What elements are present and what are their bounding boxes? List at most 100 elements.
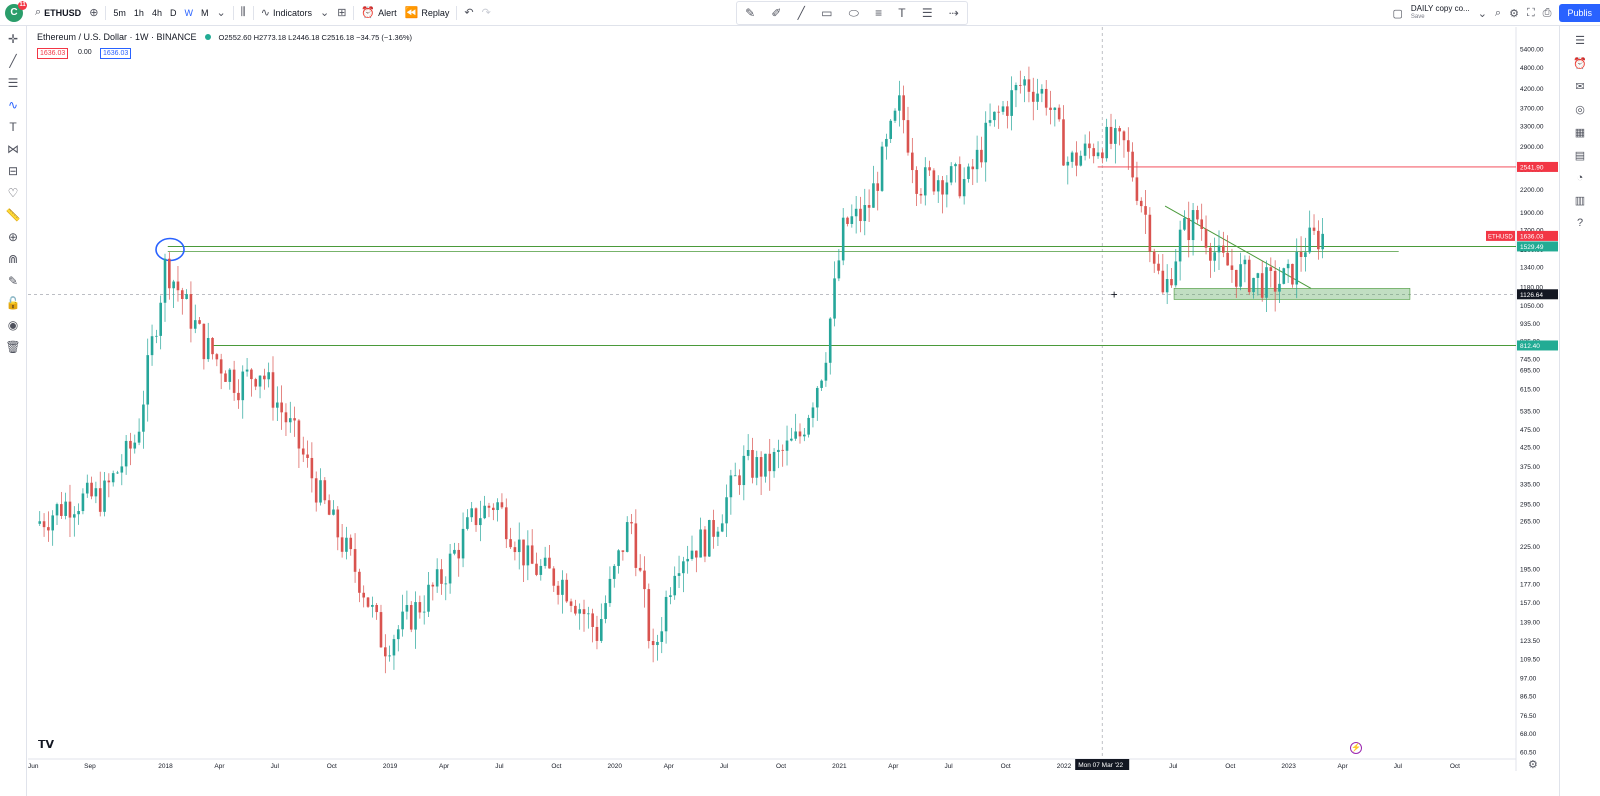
interval-w[interactable]: W [180,2,197,24]
candle-body [340,537,344,552]
candle-body [137,431,141,443]
indicators-button[interactable]: ∿ Indicators [257,2,316,24]
trash-icon[interactable]: 🗑 [5,340,21,354]
trend-line-icon[interactable]: ╱ [9,54,17,68]
chart-type-button[interactable]: ⫼ [237,2,250,24]
gear-icon[interactable]: ⚙ [1509,7,1519,20]
rectangle-icon[interactable]: ▭ [821,6,833,20]
candle-body [880,146,884,191]
buy-button[interactable]: 1636.03 [100,48,132,59]
user-avatar[interactable]: C 11 [5,0,27,22]
layout-grid-button[interactable]: ⊞ [333,2,350,24]
candle-body [906,120,910,153]
candle-body [733,475,737,477]
interval-5m[interactable]: 5m [109,2,130,24]
candle-body [258,375,262,387]
interval-d[interactable]: D [166,2,181,24]
notifications-icon[interactable]: ◔ [1576,172,1584,184]
ellipse-icon[interactable]: ⬭ [848,5,859,20]
candle-body [444,583,448,585]
candle-body [677,573,681,576]
news-icon[interactable]: ▤ [1574,150,1586,162]
candle-body [280,402,283,413]
chevron-down-icon[interactable]: ⌄ [1477,7,1487,20]
candle-body [522,539,525,566]
descending-trendline[interactable] [1164,205,1312,289]
ruler-icon[interactable]: 📏 [5,208,21,222]
brush-icon[interactable]: ✎ [745,6,756,20]
calendar-icon[interactable]: ▦ [1574,127,1586,139]
candle-body [198,320,201,324]
candle-body [565,579,569,602]
data-window-icon[interactable]: ▥ [1574,195,1586,207]
replay-button[interactable]: ⏪ Replay [401,2,454,24]
text-icon[interactable]: T [898,6,906,20]
pattern-icon[interactable]: ∿ [7,98,19,112]
candle-body [656,641,659,646]
fullscreen-icon[interactable]: ⛶ [1526,6,1535,19]
highlight-ellipse[interactable] [155,237,185,262]
interval-m[interactable]: M [197,2,213,24]
candle-body [1001,106,1005,112]
chart-legend: Ethereum / U.S. Dollar · 1W · BINANCE O2… [37,32,412,42]
sell-button[interactable]: 1636.03 [37,48,69,59]
watchlist-icon[interactable]: ☰ [1575,35,1585,47]
undo-button[interactable]: ↶ [460,2,477,24]
lightning-icon[interactable]: ⚡ [1350,742,1362,754]
price-axis[interactable] [1516,27,1559,771]
candle-body [928,167,931,171]
chat-icon[interactable]: ✉ [1575,81,1585,93]
templates-button[interactable]: ⌄ [316,2,333,24]
axis-settings-icon[interactable]: ⚙ [1528,759,1538,771]
pen-icon[interactable]: ✐ [771,6,782,20]
candle-body [1230,265,1234,270]
horizontal-ray-icon[interactable]: ⇢ [948,6,959,20]
layout-name[interactable]: DAILY copy co... Save [1411,5,1470,21]
eye-icon[interactable]: ◉ [7,318,19,332]
interval-4h[interactable]: 4h [148,2,166,24]
candle-body [651,641,655,646]
candle-body [703,529,707,557]
measure-icon[interactable]: ⊟ [7,164,19,178]
projection-icon[interactable]: ⋈ [7,142,19,156]
candle-body [1226,252,1229,266]
interval-1h[interactable]: 1h [130,2,148,24]
redo-button[interactable]: ↷ [478,2,495,24]
crosshair-icon[interactable]: ✛ [7,32,19,46]
text-tool-icon[interactable]: T [9,120,17,134]
support-zone-rect[interactable] [1173,288,1411,300]
lock-icon[interactable]: 🔓 [5,296,21,310]
pencil-lock-icon[interactable]: ✎ [7,274,19,288]
candle-body [388,655,391,657]
layout-square-icon[interactable]: ▢ [1392,7,1403,20]
compare-button[interactable]: ⊕ [85,2,102,24]
alerts-icon[interactable]: ⏰ [1573,58,1587,70]
search-icon[interactable]: ⌕ [1494,6,1502,19]
parallel-channel-icon[interactable]: ≡ [875,6,883,20]
camera-icon[interactable]: ⎙ [1542,6,1552,19]
fib-icon[interactable]: ☰ [921,6,933,20]
symbol-search[interactable]: ⌕ ETHUSD [31,2,85,24]
help-icon[interactable]: ? [1576,217,1584,229]
candle-body [1161,270,1165,293]
publish-button[interactable]: Publis [1559,4,1600,22]
candle-body [293,418,296,421]
candle-body [1239,264,1242,287]
price-tick-label: 935.00 [1520,321,1540,328]
magnet-icon[interactable]: ⋒ [7,252,19,266]
candle-body [38,521,42,524]
candle-body [539,565,543,575]
ideas-icon[interactable]: ◎ [1575,104,1585,116]
zoom-in-icon[interactable]: ⊕ [7,230,19,244]
candle-body [327,500,331,515]
price-chart[interactable]: 5400.00 4800.00 4200.00 3700.00 3300.00 2900.… [28,27,1559,771]
fib-retracement-icon[interactable]: ☰ [7,76,19,90]
heart-icon[interactable]: ♡ [7,186,19,200]
candle-body [1148,214,1152,252]
interval-dropdown[interactable]: ⌄ [212,2,229,24]
candle-body [638,567,642,571]
alert-button[interactable]: ⏰ Alert [357,2,400,24]
candle-body [1260,273,1264,298]
candle-body [1040,88,1044,94]
trend-line-icon[interactable]: ╱ [797,6,805,20]
